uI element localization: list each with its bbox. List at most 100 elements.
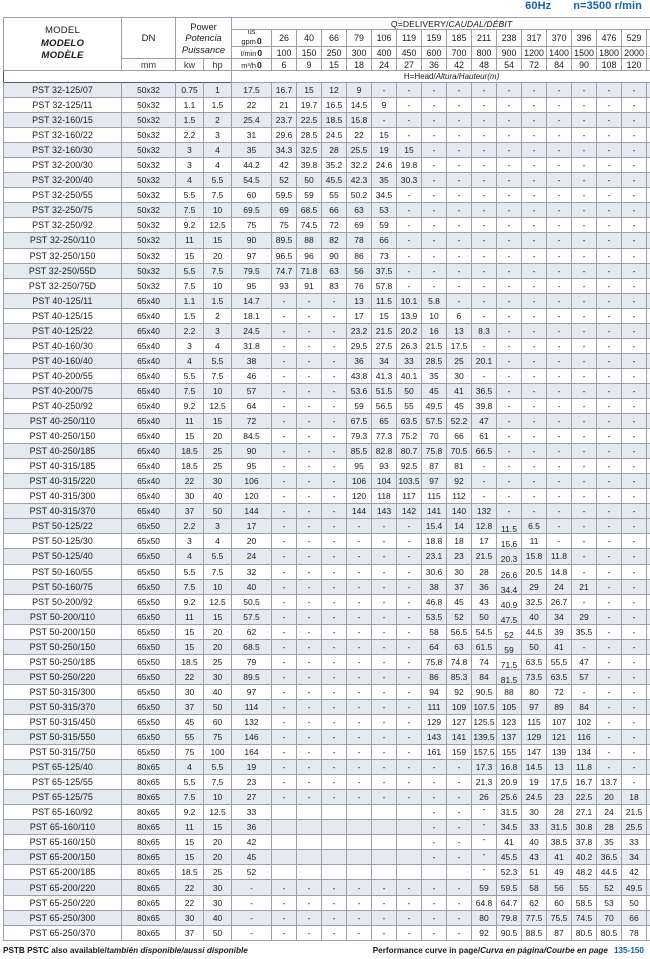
header-delivery-title: Q=DELIVERY/CAUDAL/DÉBIT <box>231 17 650 30</box>
table-row[interactable]: PST 32-250/150 50x32 15 20 97 96.5 96 90 86 73- - -… <box>3 247 650 264</box>
table-row[interactable]: PST 50-200/110 65x50 11 15 57.5- - - - - -53.5 52 5… <box>3 608 650 625</box>
table-row[interactable]: PST 50-315/550 65x50 55 75 146- - - - - -143 141 13… <box>3 729 650 746</box>
table-row[interactable]: PST 50-160/75 65x50 7.5 10 40- - - - - -38 37 36 34.… <box>3 578 650 595</box>
head-cell: - <box>446 202 473 219</box>
head-cell: - <box>396 277 423 294</box>
footer-page-numbers[interactable]: 135-150 <box>613 945 644 955</box>
table-row[interactable]: PST 50-125/22 65x50 2.2 3 17- - - - - -15.4 14 12.8… <box>3 518 650 535</box>
table-row[interactable]: PST 40-160/30 65x40 3 4 31.8- - -29.5 27.5 26.3 2… <box>3 337 650 354</box>
head-cell: 144 <box>346 503 373 520</box>
head-cell: - <box>571 322 598 339</box>
table-row[interactable]: PST 40-200/55 65x40 5.5 7.5 46- - -43.8 41.3 40.… <box>3 367 650 384</box>
power-hp-cell: 4 <box>202 337 233 354</box>
table-row[interactable]: PST 40-200/75 65x40 7.5 10 57- - -53.6 51.5 50 45… <box>3 382 650 399</box>
head-cell: 75 <box>271 217 298 234</box>
table-row[interactable]: PST 65-250/220 80x65 22 30- - - - - - - - -64.8 64.7… <box>3 894 650 911</box>
table-row[interactable]: PST 65-125/75 80x65 7.5 10 27- - - - - - - -26 25.6 2… <box>3 789 650 806</box>
table-row[interactable]: PST 65-200/150 80x65 15 20 45- - -45.5 43 41 40.2… <box>3 849 650 866</box>
head-cell: 92 <box>471 924 498 941</box>
table-row[interactable]: PST 40-250/110 65x40 11 15 72- - -67.5 65 63.5 57… <box>3 413 650 430</box>
table-row[interactable]: PST 40-315/300 65x40 30 40 120- - -120 118 117 11… <box>3 488 650 505</box>
table-row[interactable]: PST 65-250/370 80x65 37 50- - - - - - - - -92 90.5 88… <box>3 924 650 941</box>
model-cell: PST 40-250/92 <box>3 397 122 415</box>
table-row[interactable]: PST 32-160/30 50x32 3 4 35 34.3 32.5 28 25.5 19 15… <box>3 142 650 159</box>
table-row[interactable]: PST 32-160/22 50x32 2.2 3 31 29.6 28.5 24.5 22 15… <box>3 127 650 144</box>
table-row[interactable]: PST 50-160/55 65x50 5.5 7.5 32- - - - - -30.6 30 28… <box>3 563 650 580</box>
head-cell: - <box>396 232 423 249</box>
table-row[interactable]: PST 50-315/300 65x50 30 40 97- - - - - -94 92 90.5 8… <box>3 683 650 700</box>
head-cell: 60 <box>546 894 573 911</box>
head-cell: 16 <box>421 322 448 339</box>
flow-lmin-cell: 1400 <box>546 46 573 59</box>
table-row[interactable]: PST 40-315/220 65x40 22 30 106- - -106 104 103.5… <box>3 473 650 490</box>
table-row[interactable]: PST 40-315/370 65x40 37 50 144- - -144 143 142 14… <box>3 503 650 520</box>
table-row[interactable]: PST 32-200/40 50x32 4 5.5 54.5 52 50 45.5 42.3 35… <box>3 172 650 189</box>
table-row[interactable]: PST 40-125/22 65x40 2.2 3 24.5- - -23.2 21.5 20.… <box>3 322 650 339</box>
head-cell: - <box>621 142 648 159</box>
head-cell: 58 <box>646 909 650 926</box>
head-cell: 19.8 <box>396 157 423 174</box>
table-row[interactable]: PST 40-315/185 65x40 18.5 25 95- - -95 93 92.5 87… <box>3 458 650 475</box>
head-cell: - <box>271 789 298 806</box>
head-cell: - <box>371 668 398 685</box>
table-row[interactable]: PST 40-250/150 65x40 15 20 84.5- - -79.3 77.3 75… <box>3 428 650 445</box>
head-cell: 26.3 <box>396 337 423 354</box>
table-row[interactable]: PST 40-250/92 65x40 9.2 12.5 64- - -59 56.5 55 49… <box>3 397 650 415</box>
head-cell: 86 <box>421 668 448 685</box>
head-cell: - <box>646 653 650 670</box>
head-cell: - <box>646 819 650 836</box>
head-cell: 11.5 <box>496 518 523 535</box>
table-row[interactable]: PST 40-250/185 65x40 18.5 25 90- - -85.5 82.8 80… <box>3 443 650 460</box>
table-row[interactable]: PST 50-315/370 65x50 37 50 114- - - - - -111 109 10… <box>3 698 650 715</box>
head-cell: - <box>296 593 323 610</box>
table-row[interactable]: PST 32-250/92 50x32 9.2 12.5 75 75 74.5 72 69 59-… <box>3 217 650 234</box>
head-cell: - <box>596 97 623 114</box>
table-row[interactable]: PST 65-200/220 80x65 22 30- - - - - - - - -59 59.5 58… <box>3 879 650 896</box>
table-row[interactable]: PST 32-250/55D 50x32 5.5 7.5 79.5 74.7 71.8 63 5… <box>3 262 650 279</box>
flow-usgpm-cell: 66 <box>321 29 348 47</box>
power-hp-cell: 1 <box>202 81 233 99</box>
table-row[interactable]: PST 50-200/150 65x50 15 20 62- - - - - -58 56.5 54.… <box>3 623 650 640</box>
table-row[interactable]: PST 65-125/55 80x65 5.5 7.5 23- - - - - - - -21.3 20… <box>3 774 650 791</box>
table-row[interactable]: PST 50-315/450 65x50 45 60 132- - - - - -129 127 12… <box>3 713 650 731</box>
table-row[interactable]: PST 65-160/150 80x65 15 20 42- - -41 40 38.5 37.8… <box>3 834 650 851</box>
table-row[interactable]: PST 65-160/110 80x65 11 15 36- - -34.5 33 31.5 30… <box>3 819 650 836</box>
table-row[interactable]: PST 32-160/15 50x32 1.5 2 25.4 23.7 22.5 18.5 15… <box>3 112 650 129</box>
table-row[interactable]: PST 50-250/220 65x50 22 30 89.5- - - - - -86 85.3 8… <box>3 668 650 685</box>
table-row[interactable]: PST 32-250/75 50x32 7.5 10 69.5 69 68.5 66 63 53-… <box>3 202 650 219</box>
head-cell: 31 <box>231 127 273 144</box>
head-cell: - <box>571 503 598 520</box>
table-row[interactable]: PST 50-250/150 65x50 15 20 68.5- - - - - -64 63 61.… <box>3 638 650 655</box>
table-row[interactable]: PST 32-250/55 50x32 5.5 7.5 60 59.5 59 55 50.2 34… <box>3 187 650 204</box>
table-row[interactable]: PST 40-160/40 65x40 4 5.5 38- - -36 34 33 28.5 25 2… <box>3 352 650 369</box>
table-row[interactable]: PST 32-250/75D 50x32 7.5 10 95 93 91 83 76 57.8- -… <box>3 277 650 294</box>
table-row[interactable]: PST 32-200/30 50x32 3 4 44.2 42 39.8 35.2 32.2 24… <box>3 157 650 174</box>
flow-m3h-cell: 72 <box>521 58 548 71</box>
table-row[interactable]: PST 32-250/110 50x32 11 15 90 89.5 88 82 78 66- - -… <box>3 232 650 249</box>
table-row[interactable]: PST 65-200/185 80x65 18.5 25 52-52.3 51 49 48.2… <box>3 864 650 881</box>
power-hp-cell: 4 <box>202 533 233 550</box>
head-cell: - <box>346 578 373 595</box>
head-cell: 24 <box>231 548 273 565</box>
table-row[interactable]: PST 50-200/92 65x50 9.2 12.5 50.5- - - - - -46.8 4… <box>3 593 650 610</box>
table-row[interactable]: PST 40-125/11 65x40 1.1 1.5 14.7- - -13 11.5 10.… <box>3 292 650 309</box>
head-cell: 16.7 <box>271 81 298 99</box>
table-row[interactable]: PST 40-125/15 65x40 1.5 2 18.1- - -17 15 13.9 10 6… <box>3 307 650 324</box>
head-cell: - <box>571 307 598 324</box>
table-row[interactable]: PST 32-125/11 50x32 1.1 1.5 22 21 19.7 16.5 14.5… <box>3 97 650 114</box>
table-row[interactable]: PST 50-250/185 65x50 18.5 25 79- - - - - -75.8 74.… <box>3 653 650 670</box>
table-row[interactable]: PST 65-160/92 80x65 9.2 12.5 33- - -31.5 30 28 27… <box>3 804 650 821</box>
head-cell: - <box>546 458 573 475</box>
table-row[interactable]: PST 65-125/40 80x65 4 5.5 19- - - - - - - -17.3 16.8… <box>3 759 650 776</box>
table-row[interactable]: PST 50-125/30 65x50 3 4 20- - - - - -18.8 18 17 15.6… <box>3 533 650 550</box>
head-cell: - <box>271 593 298 610</box>
head-cell: - <box>421 924 448 941</box>
table-row[interactable]: PST 32-125/07 50x32 0.75 1 17.5 16.7 15 12 9- - - -… <box>3 81 650 99</box>
head-cell: - <box>646 759 650 776</box>
table-row[interactable]: PST 65-250/300 80x65 30 40- - - - - - - - -80 79.8 77… <box>3 909 650 926</box>
table-row[interactable]: PST 50-125/40 65x50 4 5.5 24- - - - - -23.1 23 21.5… <box>3 548 650 565</box>
head-cell: 56.5 <box>371 397 398 415</box>
table-row[interactable]: PST 50-315/750 65x50 75 100 164- - - - - -161 159 1… <box>3 744 650 761</box>
head-cell: - <box>446 172 473 189</box>
head-cell: - <box>621 81 648 99</box>
